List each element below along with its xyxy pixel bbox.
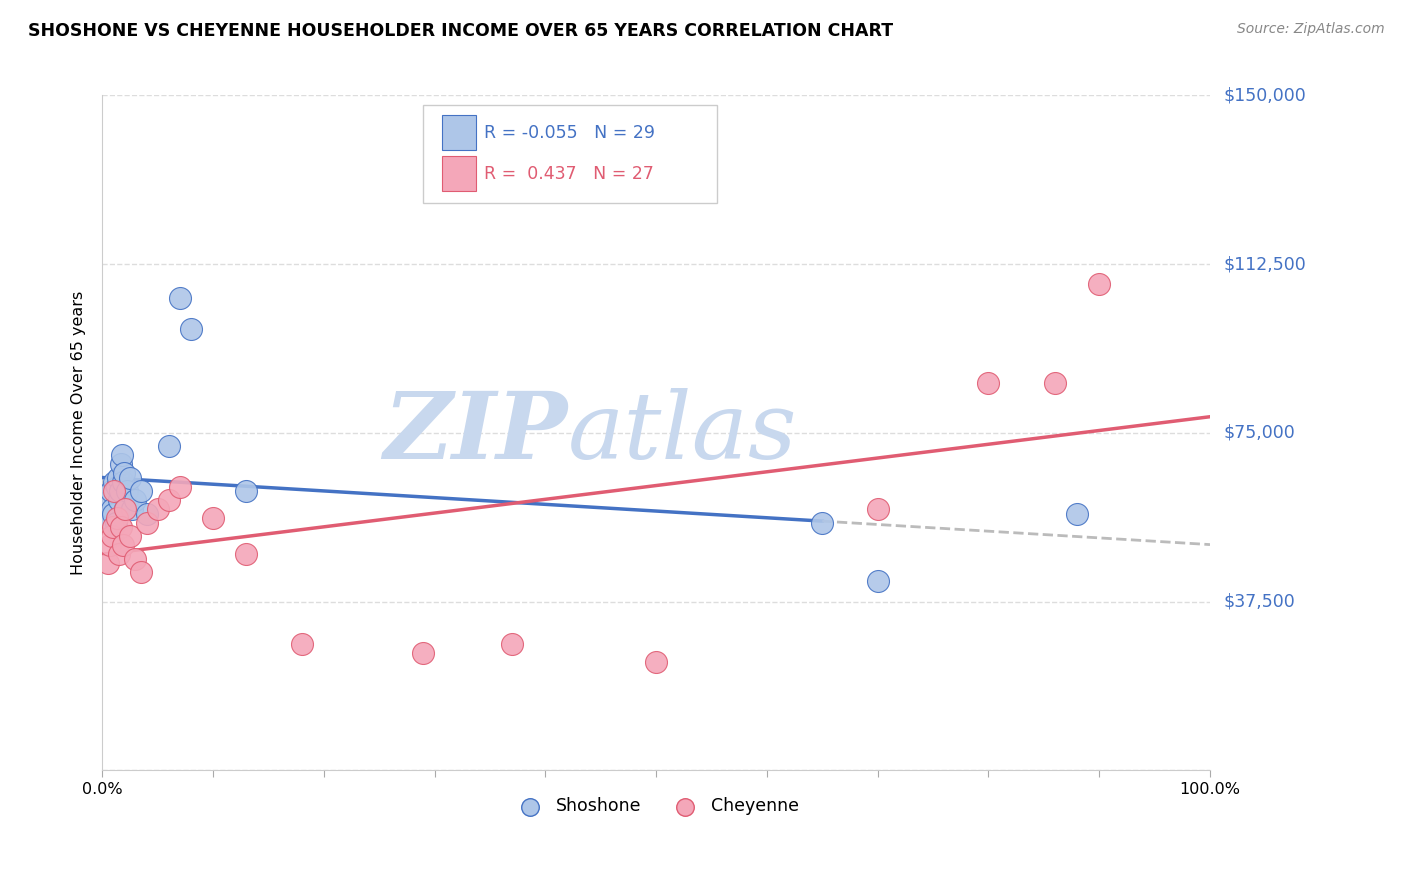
FancyBboxPatch shape (443, 115, 475, 150)
Point (105, 480, 128, 494)
Point (1043, 376, 1066, 391)
Point (114, 502, 136, 516)
Point (124, 552, 146, 566)
Point (235, 484, 257, 499)
Point (977, 376, 1000, 391)
Point (645, 656, 668, 670)
Point (103, 507, 125, 521)
Legend: Shoshone, Cheyenne: Shoshone, Cheyenne (506, 790, 806, 822)
Point (412, 646, 434, 660)
Point (866, 574, 889, 589)
Point (103, 520, 125, 534)
Point (146, 502, 169, 516)
Text: $112,500: $112,500 (1223, 255, 1306, 273)
Point (114, 502, 136, 516)
Point (1066, 507, 1088, 521)
Point (1088, 277, 1111, 292)
Point (118, 471, 141, 485)
Point (104, 516, 127, 530)
Text: atlas: atlas (568, 388, 797, 478)
Point (105, 511, 128, 525)
Point (129, 484, 152, 499)
Text: $37,500: $37,500 (1223, 592, 1296, 611)
Point (124, 493, 146, 508)
Point (121, 502, 143, 516)
FancyBboxPatch shape (423, 105, 717, 203)
Point (135, 516, 157, 530)
Point (97, 557, 120, 571)
Point (235, 547, 257, 561)
Point (169, 291, 191, 305)
Point (101, 502, 124, 516)
Point (111, 448, 134, 462)
Point (135, 507, 157, 521)
Point (115, 484, 138, 499)
Text: $75,000: $75,000 (1223, 424, 1296, 442)
Point (107, 471, 129, 485)
Text: R = -0.055   N = 29: R = -0.055 N = 29 (485, 124, 655, 142)
Point (169, 480, 191, 494)
Text: ZIP: ZIP (384, 388, 568, 478)
Point (103, 475, 125, 490)
Point (110, 458, 132, 472)
Point (110, 520, 132, 534)
Point (180, 322, 202, 336)
Point (157, 439, 180, 453)
Point (129, 566, 152, 580)
Point (108, 493, 131, 508)
Y-axis label: Householder Income Over 65 years: Householder Income Over 65 years (72, 291, 86, 575)
Point (97, 511, 120, 525)
Point (112, 467, 135, 481)
FancyBboxPatch shape (443, 156, 475, 191)
Text: Source: ZipAtlas.com: Source: ZipAtlas.com (1237, 22, 1385, 37)
Text: $150,000: $150,000 (1223, 87, 1306, 104)
Point (103, 484, 125, 499)
Point (108, 484, 131, 499)
Point (201, 511, 224, 525)
Point (112, 538, 135, 552)
Point (108, 547, 131, 561)
Point (811, 516, 834, 530)
Point (866, 502, 889, 516)
Point (100, 484, 122, 499)
Text: SHOSHONE VS CHEYENNE HOUSEHOLDER INCOME OVER 65 YEARS CORRELATION CHART: SHOSHONE VS CHEYENNE HOUSEHOLDER INCOME … (28, 22, 893, 40)
Point (98, 538, 121, 552)
Point (98, 493, 121, 508)
Point (118, 529, 141, 543)
Text: R =  0.437   N = 27: R = 0.437 N = 27 (485, 164, 654, 183)
Point (101, 529, 124, 543)
Point (501, 637, 523, 651)
Point (291, 637, 314, 651)
Point (112, 475, 135, 490)
Point (157, 493, 180, 508)
